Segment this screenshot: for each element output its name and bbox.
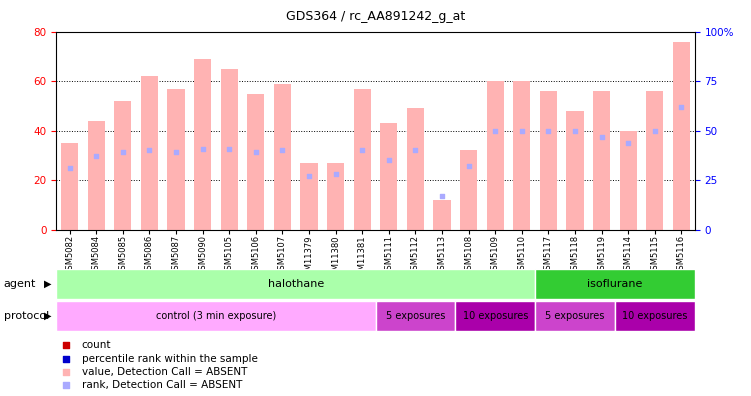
Point: [170, 149, 182, 156]
Bar: [407, 109, 424, 230]
Point: [542, 128, 554, 134]
Text: 5 exposures: 5 exposures: [386, 311, 445, 321]
Text: protocol: protocol: [4, 311, 49, 321]
Point: [64, 165, 76, 171]
Point: [330, 171, 342, 177]
Bar: [673, 42, 690, 230]
Point: [276, 147, 288, 154]
Point: [436, 193, 448, 199]
Bar: [88, 121, 105, 230]
Point: [383, 157, 395, 164]
Bar: [646, 91, 663, 230]
Bar: [487, 81, 504, 230]
Point: [675, 104, 687, 110]
Bar: [615, 301, 695, 331]
Bar: [460, 150, 477, 230]
Text: control (3 min exposure): control (3 min exposure): [155, 311, 276, 321]
Point: [596, 133, 608, 140]
Bar: [61, 143, 78, 230]
Bar: [300, 163, 318, 230]
Text: GDS364 / rc_AA891242_g_at: GDS364 / rc_AA891242_g_at: [286, 10, 465, 23]
Bar: [513, 81, 530, 230]
Point: [250, 149, 262, 156]
Point: [569, 128, 581, 134]
Bar: [56, 301, 376, 331]
Point: [649, 128, 661, 134]
Point: [463, 163, 475, 169]
Point: [117, 149, 129, 156]
Point: [457, 58, 469, 65]
Point: [622, 139, 634, 146]
Bar: [247, 93, 264, 230]
Bar: [620, 131, 637, 230]
Point: [409, 147, 421, 154]
Text: 5 exposures: 5 exposures: [545, 311, 605, 321]
Point: [457, 180, 469, 186]
Text: isoflurane: isoflurane: [587, 279, 643, 289]
Point: [489, 128, 501, 134]
Bar: [380, 123, 397, 230]
Bar: [433, 200, 451, 230]
Text: agent: agent: [4, 279, 36, 289]
Text: 10 exposures: 10 exposures: [463, 311, 528, 321]
Bar: [354, 89, 371, 230]
Bar: [56, 269, 535, 299]
Bar: [114, 101, 131, 230]
Point: [223, 145, 235, 152]
Bar: [327, 163, 344, 230]
Bar: [455, 301, 535, 331]
Text: 10 exposures: 10 exposures: [622, 311, 687, 321]
Bar: [221, 69, 238, 230]
Text: rank, Detection Call = ABSENT: rank, Detection Call = ABSENT: [82, 380, 243, 390]
Bar: [140, 76, 158, 230]
Bar: [566, 111, 584, 230]
Bar: [535, 301, 615, 331]
Bar: [376, 301, 455, 331]
Text: value, Detection Call = ABSENT: value, Detection Call = ABSENT: [82, 367, 247, 377]
Text: halothane: halothane: [267, 279, 324, 289]
Text: ▶: ▶: [44, 279, 51, 289]
Point: [303, 173, 315, 179]
Point: [90, 153, 102, 160]
Bar: [194, 59, 211, 230]
Point: [143, 147, 155, 154]
Bar: [535, 269, 695, 299]
Bar: [593, 91, 611, 230]
Bar: [540, 91, 557, 230]
Point: [356, 147, 368, 154]
Point: [197, 145, 209, 152]
Point: [516, 128, 528, 134]
Text: ▶: ▶: [44, 311, 51, 321]
Bar: [274, 84, 291, 230]
Text: percentile rank within the sample: percentile rank within the sample: [82, 354, 258, 364]
Bar: [167, 89, 185, 230]
Text: count: count: [82, 340, 111, 350]
Point: [457, 301, 469, 308]
